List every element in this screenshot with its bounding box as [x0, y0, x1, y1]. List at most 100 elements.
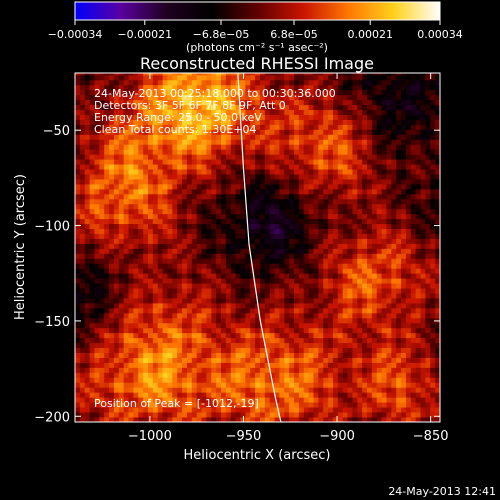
heatmap-cell	[148, 183, 154, 190]
heatmap-cell	[342, 198, 348, 205]
heatmap-cell	[415, 367, 421, 373]
heatmap-cell	[410, 248, 417, 254]
heatmap-cell	[128, 144, 134, 150]
heatmap-cell	[75, 397, 81, 403]
heatmap-cell	[342, 342, 348, 349]
heatmap-cell	[182, 169, 188, 175]
heatmap-cell	[240, 322, 246, 329]
heatmap-cell	[381, 273, 387, 279]
heatmap-cell	[216, 174, 222, 180]
heatmap-cell	[123, 307, 129, 314]
heatmap-cell	[177, 208, 183, 215]
heatmap-cell	[415, 278, 421, 284]
heatmap-cell	[240, 387, 246, 393]
heatmap-cell	[269, 367, 275, 373]
heatmap-cell	[381, 243, 387, 249]
heatmap-cell	[206, 94, 212, 101]
heatmap-cell	[167, 159, 173, 165]
heatmap-cell	[201, 89, 207, 96]
heatmap-cell	[362, 307, 368, 314]
heatmap-cell	[157, 183, 163, 190]
heatmap-cell	[415, 263, 421, 269]
heatmap-cell	[328, 208, 334, 215]
heatmap-cell	[118, 134, 125, 140]
heatmap-cell	[410, 293, 417, 299]
heatmap-cell	[152, 258, 159, 264]
heatmap-cell	[303, 288, 309, 294]
heatmap-cell	[191, 109, 198, 115]
heatmap-cell	[347, 377, 353, 383]
heatmap-cell	[371, 213, 378, 220]
heatmap-cell	[298, 382, 305, 388]
heatmap-cell	[405, 159, 412, 165]
heatmap-cell	[240, 382, 246, 388]
heatmap-cell	[235, 288, 241, 294]
heatmap-cell	[201, 129, 207, 135]
heatmap-cell	[211, 273, 217, 279]
heatmap-cell	[357, 377, 363, 383]
heatmap-cell	[264, 273, 271, 279]
heatmap-cell	[362, 104, 368, 111]
heatmap-cell	[148, 312, 154, 319]
heatmap-cell	[328, 387, 334, 393]
heatmap-cell	[143, 288, 149, 294]
heatmap-cell	[206, 347, 212, 353]
heatmap-cell	[177, 377, 183, 383]
heatmap-cell	[118, 322, 125, 329]
heatmap-cell	[79, 213, 86, 220]
heatmap-cell	[79, 169, 86, 175]
heatmap-cell	[352, 188, 358, 195]
heatmap-cell	[420, 203, 426, 210]
heatmap-cell	[162, 139, 168, 145]
heatmap-cell	[235, 347, 241, 353]
heatmap-cell	[240, 278, 246, 284]
heatmap-cell	[152, 218, 159, 225]
heatmap-cell	[138, 307, 144, 314]
heatmap-cell	[318, 114, 324, 120]
heatmap-cell	[376, 208, 382, 215]
heatmap-cell	[109, 412, 115, 418]
heatmap-cell	[206, 258, 212, 264]
heatmap-cell	[269, 134, 275, 140]
heatmap-cell	[240, 362, 246, 368]
heatmap-cell	[113, 159, 120, 165]
heatmap-cell	[138, 114, 144, 120]
heatmap-cell	[264, 248, 271, 254]
heatmap-cell	[186, 337, 193, 344]
heatmap-cell	[182, 327, 188, 334]
heatmap-cell	[245, 342, 251, 349]
heatmap-cell	[206, 233, 212, 239]
heatmap-cell	[328, 322, 334, 329]
heatmap-cell	[128, 164, 134, 170]
heatmap-cell	[182, 342, 188, 349]
heatmap-cell	[391, 407, 397, 413]
heatmap-cell	[284, 288, 290, 294]
heatmap-cell	[99, 372, 105, 378]
heatmap-cell	[133, 407, 139, 413]
heatmap-cell	[347, 298, 353, 304]
heatmap-cell	[133, 283, 139, 289]
heatmap-cell	[123, 268, 129, 274]
colorbar-units: (photons cm⁻² s⁻¹ asec⁻²)	[186, 41, 328, 54]
heatmap-cell	[303, 298, 309, 304]
heatmap-cell	[342, 213, 348, 220]
heatmap-cell	[162, 179, 168, 185]
heatmap-cell	[284, 164, 290, 170]
heatmap-cell	[410, 347, 417, 353]
heatmap-cell	[216, 293, 222, 299]
heatmap-cell	[167, 183, 173, 190]
heatmap-cell	[206, 159, 212, 165]
heatmap-cell	[415, 407, 421, 413]
heatmap-cell	[191, 327, 198, 334]
heatmap-cell	[123, 208, 129, 215]
heatmap-cell	[269, 412, 275, 418]
heatmap-cell	[172, 327, 178, 334]
heatmap-cell	[75, 179, 81, 185]
heatmap-cell	[376, 402, 382, 408]
heatmap-cell	[89, 317, 95, 324]
heatmap-cell	[216, 312, 222, 319]
heatmap-cell	[420, 352, 426, 358]
heatmap-cell	[177, 104, 183, 111]
heatmap-cell	[264, 154, 271, 160]
